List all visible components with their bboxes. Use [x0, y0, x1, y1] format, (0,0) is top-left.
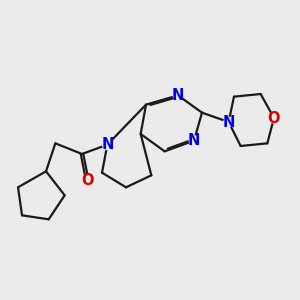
Circle shape	[173, 91, 183, 100]
Text: N: N	[101, 137, 113, 152]
Circle shape	[189, 136, 199, 146]
Text: N: N	[188, 133, 200, 148]
Text: O: O	[81, 173, 94, 188]
Text: N: N	[223, 115, 235, 130]
Circle shape	[269, 113, 279, 123]
Circle shape	[224, 117, 233, 127]
Text: O: O	[268, 110, 280, 125]
Circle shape	[103, 140, 112, 149]
Text: N: N	[172, 88, 184, 103]
Circle shape	[82, 176, 92, 185]
